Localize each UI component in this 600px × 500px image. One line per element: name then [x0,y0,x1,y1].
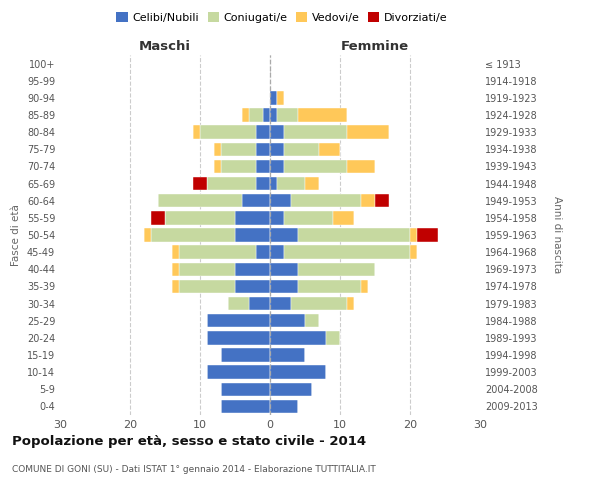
Bar [270,246,284,259]
Bar [179,262,235,276]
Bar [172,246,179,259]
Bar [214,142,221,156]
Bar [263,108,270,122]
Bar [284,126,347,139]
Bar [221,348,270,362]
Bar [277,91,284,104]
Bar [172,280,179,293]
Bar [284,246,410,259]
Bar [284,160,347,173]
Bar [270,160,284,173]
Bar [270,331,326,344]
Bar [235,262,270,276]
Bar [333,211,354,224]
Bar [165,211,235,224]
Bar [291,297,347,310]
Bar [298,262,375,276]
Bar [270,366,326,379]
Bar [270,108,277,122]
Text: Femmine: Femmine [341,40,409,54]
Bar [270,348,305,362]
Bar [214,160,221,173]
Bar [375,194,389,207]
Bar [207,314,270,328]
Bar [417,228,438,241]
Bar [256,142,270,156]
Bar [193,177,207,190]
Bar [256,177,270,190]
Bar [410,228,417,241]
Bar [270,211,284,224]
Bar [242,194,270,207]
Bar [207,331,270,344]
Bar [221,142,256,156]
Bar [270,297,291,310]
Bar [158,194,242,207]
Bar [151,228,235,241]
Bar [270,126,284,139]
Bar [277,108,298,122]
Bar [361,194,375,207]
Bar [284,211,333,224]
Y-axis label: Fasce di età: Fasce di età [11,204,21,266]
Bar [193,126,200,139]
Bar [319,142,340,156]
Bar [221,400,270,413]
Bar [221,160,256,173]
Bar [179,246,256,259]
Bar [221,382,270,396]
Bar [270,91,277,104]
Bar [361,280,368,293]
Bar [270,228,298,241]
Bar [228,297,249,310]
Bar [270,194,291,207]
Bar [179,280,235,293]
Bar [347,126,389,139]
Bar [235,280,270,293]
Bar [151,211,165,224]
Bar [235,228,270,241]
Bar [144,228,151,241]
Bar [256,160,270,173]
Bar [235,211,270,224]
Bar [284,142,319,156]
Legend: Celibi/Nubili, Coniugati/e, Vedovi/e, Divorziati/e: Celibi/Nubili, Coniugati/e, Vedovi/e, Di… [112,8,452,28]
Bar [249,297,270,310]
Bar [270,142,284,156]
Bar [298,280,361,293]
Bar [207,177,256,190]
Bar [242,108,249,122]
Bar [291,194,361,207]
Bar [326,331,340,344]
Bar [270,314,305,328]
Y-axis label: Anni di nascita: Anni di nascita [551,196,562,274]
Bar [410,246,417,259]
Text: Popolazione per età, sesso e stato civile - 2014: Popolazione per età, sesso e stato civil… [12,435,366,448]
Bar [298,108,347,122]
Bar [249,108,263,122]
Bar [270,177,277,190]
Bar [270,382,312,396]
Text: Maschi: Maschi [139,40,191,54]
Bar [270,400,298,413]
Bar [298,228,410,241]
Bar [347,297,354,310]
Bar [207,366,270,379]
Bar [277,177,305,190]
Text: COMUNE DI GONI (SU) - Dati ISTAT 1° gennaio 2014 - Elaborazione TUTTITALIA.IT: COMUNE DI GONI (SU) - Dati ISTAT 1° genn… [12,465,376,474]
Bar [200,126,256,139]
Bar [256,246,270,259]
Bar [270,280,298,293]
Bar [305,177,319,190]
Bar [270,262,298,276]
Bar [347,160,375,173]
Bar [305,314,319,328]
Bar [172,262,179,276]
Bar [256,126,270,139]
